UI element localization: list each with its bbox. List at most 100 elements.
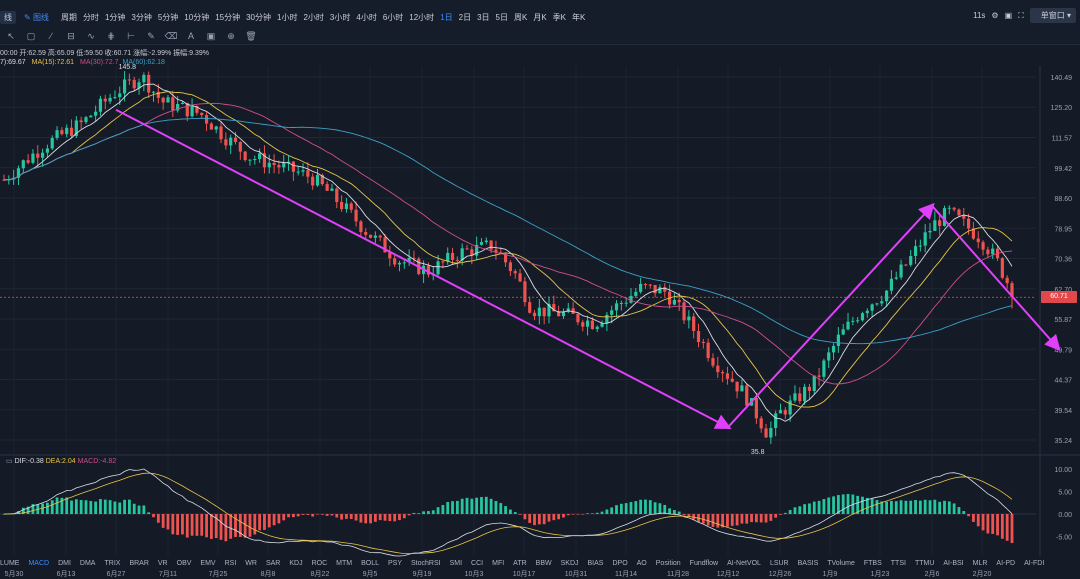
timeframe-item[interactable]: 季K bbox=[552, 12, 567, 22]
settings-icon[interactable]: ⚙ bbox=[991, 11, 999, 20]
brush-icon[interactable]: ✎ bbox=[147, 30, 155, 41]
indicator-tab[interactable]: LUME bbox=[0, 559, 20, 567]
indicator-tab[interactable]: CCI bbox=[471, 559, 484, 567]
timeframe-item[interactable]: 5分钟 bbox=[157, 12, 179, 22]
macd-bar bbox=[325, 514, 329, 516]
candle-body bbox=[325, 184, 329, 191]
indicator-tab[interactable]: LSUR bbox=[769, 559, 789, 567]
image-icon[interactable]: ▣ bbox=[206, 30, 216, 41]
indicator-tab[interactable]: BBW bbox=[535, 559, 552, 567]
indicator-tab[interactable]: DMA bbox=[79, 559, 96, 567]
indicator-tab[interactable]: BOLL bbox=[361, 559, 379, 567]
indicator-tab[interactable]: AI-PD bbox=[996, 559, 1016, 567]
timeframe-item[interactable]: 30分钟 bbox=[246, 12, 272, 22]
indicator-tab[interactable]: RSI bbox=[224, 559, 237, 567]
window-mode-button[interactable]: 单窗口 ▾ bbox=[1029, 8, 1076, 23]
indicator-tab[interactable]: WR bbox=[245, 559, 257, 567]
indicator-tab[interactable]: DPO bbox=[612, 559, 628, 567]
indicator-tab[interactable]: MTM bbox=[336, 559, 353, 567]
indicator-tab[interactable]: MFI bbox=[492, 559, 505, 567]
indicator-tab[interactable]: TTMU bbox=[914, 559, 935, 567]
indicator-tab[interactable]: KDJ bbox=[289, 559, 303, 567]
candle-body bbox=[176, 104, 180, 111]
indicator-tab[interactable]: ATR bbox=[513, 559, 527, 567]
macd-bar bbox=[378, 514, 382, 521]
timeframe-item[interactable]: 3小时 bbox=[329, 12, 351, 22]
timeframe-item[interactable]: 10分钟 bbox=[184, 12, 210, 22]
timeframe-item[interactable]: 5日 bbox=[495, 12, 508, 22]
candle-body bbox=[267, 162, 271, 168]
text-icon[interactable]: A bbox=[187, 31, 194, 41]
cursor-icon[interactable]: ↖ bbox=[7, 30, 15, 41]
timeframe-item[interactable]: 12小时 bbox=[409, 12, 435, 22]
pattern-icon[interactable]: ∿ bbox=[87, 30, 95, 41]
indicator-tab[interactable]: StochRSI bbox=[411, 559, 441, 567]
timeframe-item[interactable]: 月K bbox=[533, 12, 547, 22]
candle-body bbox=[277, 165, 281, 168]
indicator-tab[interactable]: TVolume bbox=[827, 559, 855, 567]
macd-bar bbox=[99, 499, 102, 514]
timeframe-item[interactable]: 15分钟 bbox=[215, 12, 241, 22]
horizontal-line-icon[interactable]: ⊟ bbox=[67, 30, 75, 41]
timeframe-item[interactable]: 3分钟 bbox=[131, 12, 152, 22]
indicator-tab[interactable]: ROC bbox=[311, 559, 328, 567]
timeframe-item[interactable]: 年K bbox=[572, 12, 586, 22]
indicator-tab[interactable]: SAR bbox=[265, 559, 281, 567]
tab-chart[interactable]: ✎ 图线 bbox=[24, 12, 49, 22]
timeframe-item[interactable]: 1分钟 bbox=[104, 12, 126, 22]
lock-icon[interactable]: ⊕ bbox=[227, 30, 235, 41]
indicator-tab[interactable]: AO bbox=[636, 559, 647, 567]
indicator-tab[interactable]: MACD bbox=[28, 559, 50, 567]
indicator-tab[interactable]: TTSI bbox=[890, 559, 906, 567]
indicator-tab[interactable]: AI-NetVOL bbox=[727, 559, 761, 567]
period-label[interactable]: 周期 bbox=[60, 12, 77, 22]
eraser-icon[interactable]: ⌫ bbox=[164, 30, 178, 41]
indicator-tab[interactable]: EMV bbox=[200, 559, 216, 567]
fullscreen-icon[interactable]: ⛶ bbox=[1018, 10, 1024, 20]
candle-body bbox=[122, 79, 127, 94]
rectangle-icon[interactable]: ▢ bbox=[26, 30, 36, 41]
indicator-tab[interactable]: DMI bbox=[58, 559, 71, 567]
candle-body bbox=[508, 262, 513, 272]
candle-body bbox=[947, 207, 951, 209]
candle-body bbox=[870, 304, 874, 311]
indicator-tab[interactable]: AI-BSI bbox=[943, 559, 964, 567]
fibonacci-icon[interactable]: ⋕ bbox=[107, 30, 115, 41]
indicator-tab[interactable]: FTBS bbox=[863, 559, 882, 567]
measure-icon[interactable]: ⊢ bbox=[127, 30, 135, 41]
timeframe-item[interactable]: 6小时 bbox=[382, 12, 404, 22]
macd-toggle-icon[interactable]: ▭ bbox=[6, 458, 13, 465]
indicator-tab[interactable]: Position bbox=[655, 559, 681, 567]
indicator-tab[interactable]: TRIX bbox=[104, 559, 121, 567]
indicator-tab[interactable]: AI-FDI bbox=[1024, 559, 1045, 567]
timeframe-item[interactable]: 周K bbox=[514, 12, 528, 22]
indicator-tab[interactable]: BASIS bbox=[797, 559, 819, 567]
camera-icon[interactable]: ▣ bbox=[1004, 11, 1013, 20]
trash-icon[interactable]: 🗑 bbox=[245, 30, 257, 41]
timeframe-item[interactable]: 3日 bbox=[477, 12, 490, 22]
candle-body bbox=[981, 242, 985, 250]
macd-bar bbox=[21, 507, 25, 514]
price-tick: 140.49 bbox=[1051, 75, 1073, 82]
line-icon[interactable]: ∕ bbox=[50, 31, 52, 41]
indicator-tab[interactable]: OBV bbox=[176, 559, 192, 567]
indicator-tab[interactable]: MLR bbox=[972, 559, 988, 567]
indicator-tab[interactable]: VR bbox=[157, 559, 168, 567]
timeframe-item[interactable]: 1日 bbox=[440, 12, 453, 22]
timeframe-item[interactable]: 1小时 bbox=[277, 12, 298, 22]
indicator-tab[interactable]: BRAR bbox=[129, 559, 149, 567]
indicator-tab[interactable]: BIAS bbox=[587, 559, 604, 567]
timeframe-item[interactable]: 2小时 bbox=[303, 12, 324, 22]
candle-body bbox=[942, 208, 947, 226]
timeframe-item[interactable]: 分时 bbox=[82, 12, 99, 22]
indicator-tab[interactable]: SKDJ bbox=[560, 559, 579, 567]
indicator-tab[interactable]: PSY bbox=[388, 559, 403, 567]
indicator-tab[interactable]: SMI bbox=[449, 559, 463, 567]
trend-line bbox=[931, 205, 1061, 352]
macd-bar bbox=[195, 514, 199, 536]
timeframe-item[interactable]: 2日 bbox=[458, 12, 472, 22]
tab-line[interactable]: 线 bbox=[0, 10, 16, 24]
indicator-tab[interactable]: Fundflow bbox=[689, 559, 719, 567]
timeframe-item[interactable]: 4小时 bbox=[356, 12, 377, 22]
